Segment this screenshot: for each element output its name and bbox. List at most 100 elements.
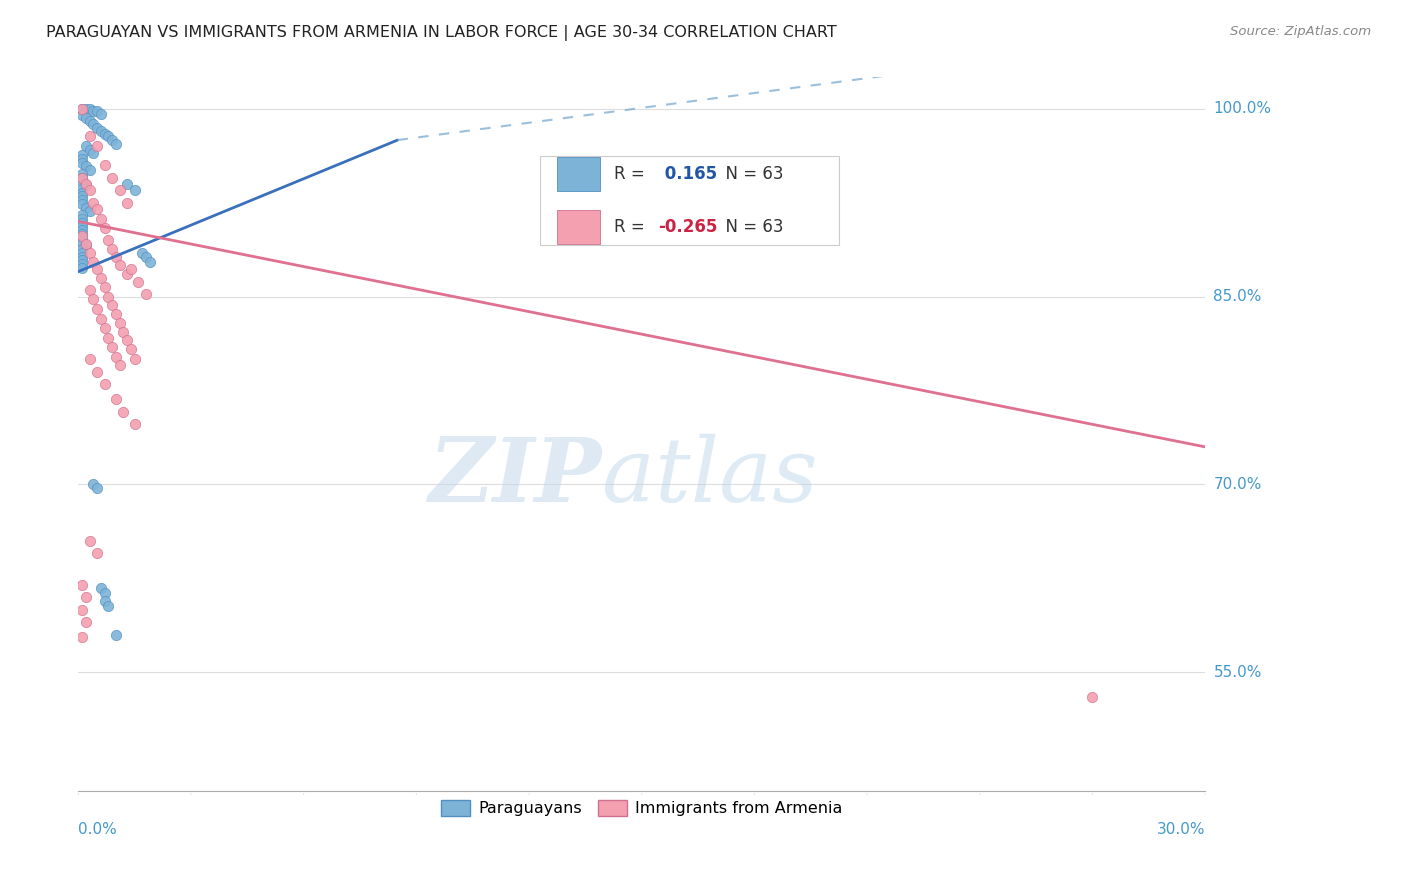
Point bbox=[82, 254, 104, 268]
Point bbox=[104, 307, 127, 321]
Text: -0.265: -0.265 bbox=[658, 219, 718, 236]
Point bbox=[70, 257, 93, 271]
Point bbox=[82, 145, 104, 160]
Point bbox=[70, 242, 93, 256]
Point bbox=[86, 546, 108, 560]
Text: 70.0%: 70.0% bbox=[1213, 477, 1261, 492]
Point bbox=[86, 302, 108, 317]
Point bbox=[79, 352, 101, 367]
Text: R =: R = bbox=[613, 219, 650, 236]
Point bbox=[70, 155, 93, 169]
Point bbox=[79, 533, 101, 548]
Point bbox=[70, 186, 93, 200]
Point bbox=[79, 284, 101, 298]
Point bbox=[93, 321, 115, 335]
Point bbox=[70, 216, 93, 230]
Point bbox=[70, 170, 93, 185]
Text: R =: R = bbox=[613, 165, 650, 183]
Point bbox=[108, 316, 131, 330]
Point bbox=[124, 352, 146, 367]
Point bbox=[82, 117, 104, 131]
Point bbox=[97, 233, 120, 247]
Point bbox=[82, 195, 104, 210]
Point bbox=[70, 170, 93, 185]
Point bbox=[93, 586, 115, 600]
Point bbox=[70, 189, 93, 203]
Point bbox=[120, 342, 142, 356]
Text: 30.0%: 30.0% bbox=[1157, 822, 1205, 837]
Point bbox=[115, 195, 138, 210]
Point bbox=[86, 262, 108, 277]
Point bbox=[70, 245, 93, 260]
Point bbox=[124, 417, 146, 432]
Point bbox=[70, 182, 93, 196]
Point bbox=[70, 174, 93, 188]
Point bbox=[93, 127, 115, 141]
Point bbox=[70, 630, 93, 644]
Point bbox=[70, 208, 93, 222]
Point bbox=[108, 258, 131, 272]
Point bbox=[75, 111, 97, 125]
Point bbox=[82, 104, 104, 119]
Point bbox=[75, 201, 97, 215]
Point bbox=[135, 250, 157, 264]
Point bbox=[79, 163, 101, 178]
Point bbox=[75, 160, 97, 174]
Point bbox=[79, 183, 101, 197]
Point bbox=[70, 223, 93, 237]
Point bbox=[112, 405, 135, 419]
Point bbox=[70, 197, 93, 211]
Text: Source: ZipAtlas.com: Source: ZipAtlas.com bbox=[1230, 25, 1371, 38]
Point bbox=[75, 590, 97, 604]
Point bbox=[70, 603, 93, 617]
Point bbox=[86, 120, 108, 135]
Point bbox=[108, 183, 131, 197]
FancyBboxPatch shape bbox=[557, 157, 600, 191]
Point bbox=[70, 253, 93, 268]
Text: 55.0%: 55.0% bbox=[1213, 665, 1261, 680]
Point bbox=[79, 245, 101, 260]
Point bbox=[79, 102, 101, 116]
Point bbox=[70, 102, 93, 116]
Point bbox=[112, 325, 135, 339]
Point bbox=[1081, 690, 1104, 705]
Point bbox=[90, 270, 112, 285]
Legend: Paraguayans, Immigrants from Armenia: Paraguayans, Immigrants from Armenia bbox=[434, 793, 848, 822]
Point bbox=[70, 102, 93, 116]
Point bbox=[86, 365, 108, 379]
Point bbox=[90, 582, 112, 596]
Point bbox=[79, 114, 101, 128]
Point bbox=[70, 148, 93, 162]
FancyBboxPatch shape bbox=[540, 156, 839, 245]
Point bbox=[70, 219, 93, 234]
Point bbox=[93, 377, 115, 392]
Point bbox=[90, 312, 112, 326]
Point bbox=[115, 267, 138, 281]
Point bbox=[93, 279, 115, 293]
Text: atlas: atlas bbox=[602, 434, 818, 521]
Text: PARAGUAYAN VS IMMIGRANTS FROM ARMENIA IN LABOR FORCE | AGE 30-34 CORRELATION CHA: PARAGUAYAN VS IMMIGRANTS FROM ARMENIA IN… bbox=[46, 25, 837, 41]
Point bbox=[75, 177, 97, 191]
Point bbox=[104, 628, 127, 642]
Point bbox=[70, 167, 93, 181]
Point bbox=[70, 227, 93, 241]
Point bbox=[82, 477, 104, 491]
Point bbox=[82, 292, 104, 306]
Point bbox=[104, 392, 127, 407]
Point bbox=[115, 334, 138, 348]
Point bbox=[120, 262, 142, 277]
Point bbox=[70, 211, 93, 226]
Point bbox=[86, 139, 108, 153]
Point bbox=[93, 158, 115, 172]
Text: 85.0%: 85.0% bbox=[1213, 289, 1261, 304]
Point bbox=[131, 245, 153, 260]
Point bbox=[75, 238, 97, 252]
Point bbox=[70, 231, 93, 245]
Text: ZIP: ZIP bbox=[429, 434, 602, 520]
Point bbox=[90, 124, 112, 138]
Point bbox=[86, 104, 108, 119]
Point bbox=[93, 594, 115, 608]
Point bbox=[79, 129, 101, 144]
Point bbox=[75, 102, 97, 116]
Point bbox=[70, 577, 93, 591]
